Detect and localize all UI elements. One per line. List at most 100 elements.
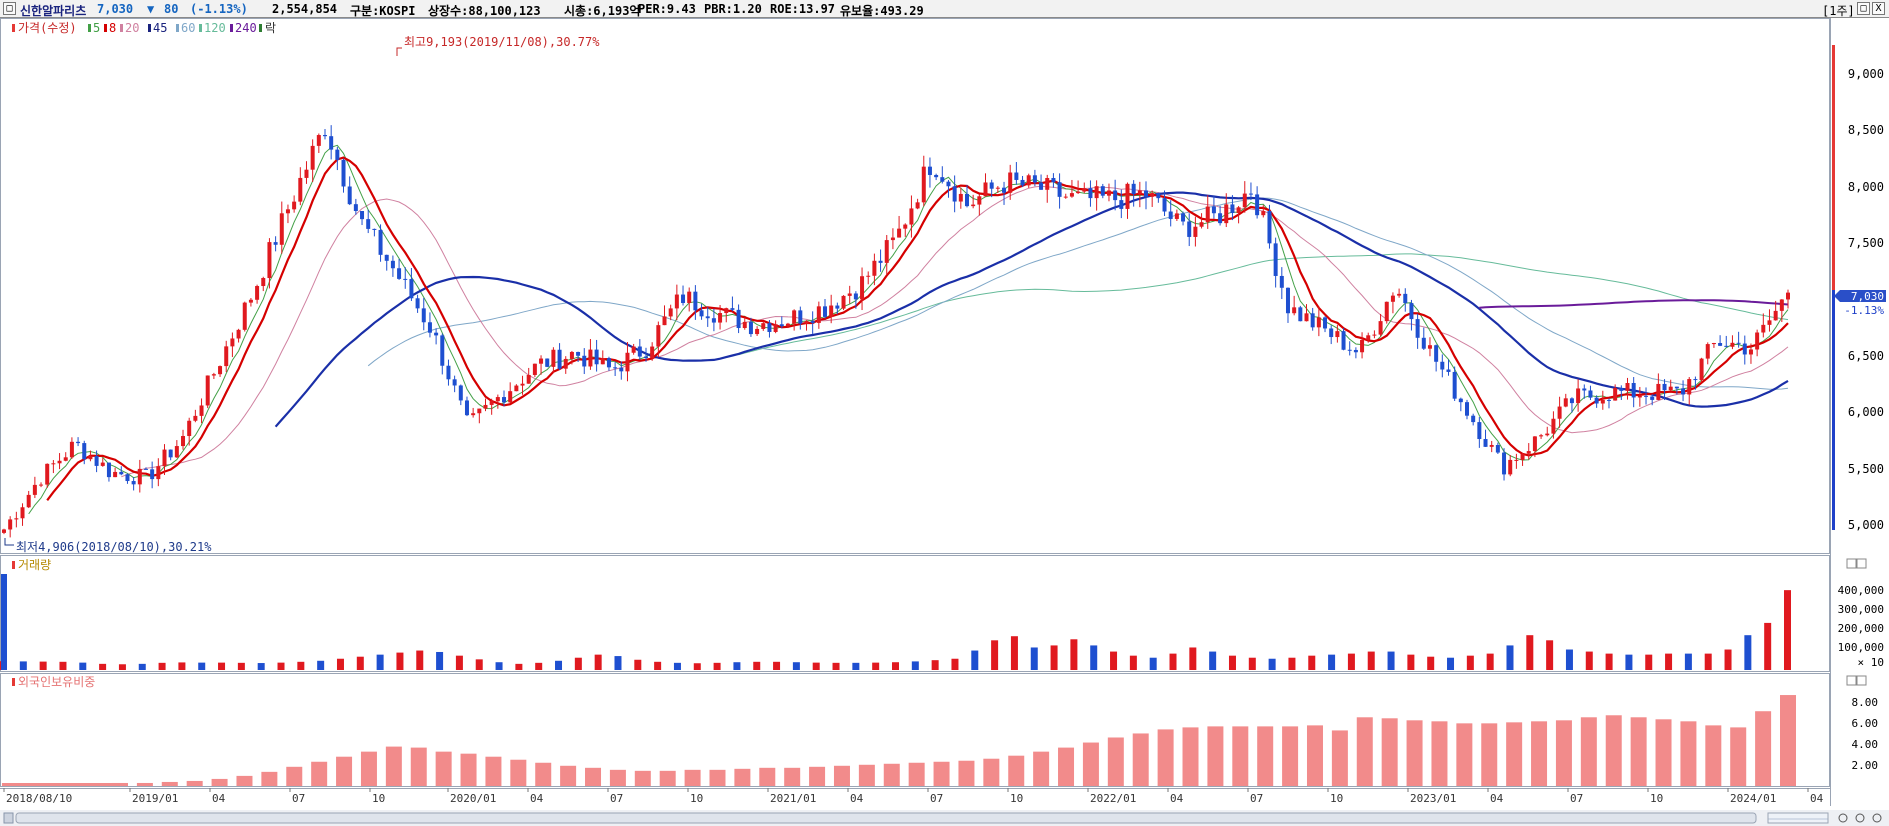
volume-bar bbox=[336, 658, 344, 670]
candle-body bbox=[539, 358, 544, 364]
candle-body bbox=[1279, 275, 1284, 288]
period-button[interactable]: [1주] bbox=[1822, 4, 1855, 18]
candle-body bbox=[1174, 213, 1179, 219]
foreign-panel-close-icon[interactable] bbox=[1856, 675, 1867, 686]
candle-body bbox=[1483, 439, 1488, 447]
candle-body bbox=[1261, 211, 1266, 216]
foreign-ownership-bar bbox=[1232, 726, 1249, 786]
candle-body bbox=[1156, 193, 1161, 199]
candle-body bbox=[1767, 320, 1772, 325]
foreign-ownership-bar bbox=[1082, 742, 1099, 786]
candle-body bbox=[119, 471, 124, 475]
candle-body bbox=[1397, 293, 1402, 296]
volume-bar bbox=[1308, 655, 1316, 670]
legend-price: 가격(수정) bbox=[18, 21, 77, 35]
foreign-ownership-bar bbox=[1506, 722, 1523, 786]
candle-body bbox=[1526, 451, 1531, 454]
horizontal-scrollbar[interactable] bbox=[0, 810, 1889, 826]
candle-body bbox=[199, 405, 204, 416]
candle-body bbox=[1125, 183, 1130, 209]
candle-body bbox=[1273, 243, 1278, 276]
zoom-in-icon[interactable] bbox=[1855, 813, 1865, 823]
candle-body bbox=[1144, 190, 1149, 197]
foreign-ownership-bar bbox=[1555, 720, 1572, 786]
candle-body bbox=[662, 316, 667, 326]
candle-body bbox=[576, 351, 581, 356]
candle-body bbox=[1242, 193, 1247, 208]
candle-body bbox=[353, 204, 358, 212]
candle-body bbox=[1440, 361, 1445, 370]
volume-bar bbox=[872, 662, 880, 670]
candle-body bbox=[1020, 179, 1025, 186]
candle-body bbox=[1606, 399, 1611, 401]
candle-body bbox=[736, 309, 741, 329]
zoom-reset-icon[interactable] bbox=[1872, 813, 1882, 823]
volume-bars bbox=[0, 574, 1791, 670]
volume-bar bbox=[1466, 655, 1474, 670]
foreign-tick: 8.00 bbox=[1852, 696, 1879, 709]
volume-bar bbox=[892, 662, 899, 670]
candle-body bbox=[1532, 436, 1537, 452]
minimize-icon[interactable]: □ bbox=[1857, 2, 1870, 15]
foreign-ownership-bar bbox=[2, 783, 120, 786]
scroll-thumb[interactable] bbox=[15, 812, 1757, 824]
scroll-range-handle[interactable] bbox=[1767, 812, 1829, 824]
volume-bar bbox=[39, 661, 47, 670]
volume-bar bbox=[1030, 647, 1038, 670]
candle-body bbox=[1773, 310, 1778, 321]
candle-body bbox=[1205, 206, 1210, 223]
scroll-left-icon[interactable] bbox=[3, 812, 14, 824]
volume-bar bbox=[1724, 649, 1732, 670]
candle-body bbox=[1199, 222, 1204, 227]
collapse-icon[interactable]: □ bbox=[3, 2, 16, 15]
date-tick: 04 bbox=[530, 792, 544, 805]
date-tick: 10 bbox=[1010, 792, 1023, 805]
candle-body bbox=[1668, 386, 1673, 391]
candle-body bbox=[687, 291, 692, 304]
candle-body bbox=[1477, 422, 1482, 440]
foreign-legend-marker bbox=[12, 678, 15, 686]
foreign-ownership-bar bbox=[1132, 733, 1149, 786]
foreign-panel-minimize-icon[interactable] bbox=[1846, 675, 1857, 686]
date-tick: 2020/01 bbox=[450, 792, 496, 805]
foreign-ownership-bar bbox=[1531, 721, 1548, 786]
price-change: 80 bbox=[164, 2, 179, 16]
candle-body bbox=[8, 519, 13, 530]
legend-marker-ma240 bbox=[230, 24, 233, 32]
candle-body bbox=[755, 328, 760, 335]
foreign-ownership-bar bbox=[1008, 755, 1025, 786]
candle-body bbox=[1613, 388, 1618, 401]
foreign-ownership-bar bbox=[360, 751, 377, 786]
foreign-ownership-bar bbox=[485, 756, 502, 786]
candle-body bbox=[699, 310, 704, 317]
candle-body bbox=[1786, 292, 1790, 300]
candle-body bbox=[514, 385, 519, 392]
candle-body bbox=[730, 308, 735, 310]
foreign-ownership-bar bbox=[236, 775, 253, 786]
candle-body bbox=[582, 355, 587, 367]
legend-marker-rak bbox=[259, 24, 262, 32]
zoom-out-icon[interactable] bbox=[1838, 813, 1848, 823]
candle-body bbox=[1088, 188, 1093, 199]
volume-bar bbox=[693, 663, 701, 670]
foreign-ownership-bar bbox=[1580, 717, 1597, 786]
candle-body bbox=[1181, 213, 1186, 222]
candle-body bbox=[378, 229, 383, 255]
volume-bar bbox=[79, 662, 87, 670]
candle-body bbox=[1520, 453, 1525, 460]
date-tick: 07 bbox=[930, 792, 943, 805]
candle-body bbox=[1211, 206, 1216, 214]
candle-body bbox=[1545, 433, 1550, 436]
volume-panel-close-icon[interactable] bbox=[1856, 558, 1867, 569]
volume-panel-minimize-icon[interactable] bbox=[1846, 558, 1857, 569]
foreign-axis: 8.00 6.00 4.00 2.00 bbox=[1852, 696, 1879, 772]
close-icon[interactable]: X bbox=[1872, 2, 1885, 15]
candle-body bbox=[897, 228, 902, 238]
candle-body bbox=[1674, 386, 1679, 389]
date-tick: 2024/01 bbox=[1730, 792, 1776, 805]
volume-bar bbox=[1268, 658, 1276, 670]
candle-body bbox=[230, 338, 235, 347]
candle-body bbox=[847, 293, 852, 296]
high-annotation: 최고9,193(2019/11/08),30.77% bbox=[396, 35, 600, 56]
